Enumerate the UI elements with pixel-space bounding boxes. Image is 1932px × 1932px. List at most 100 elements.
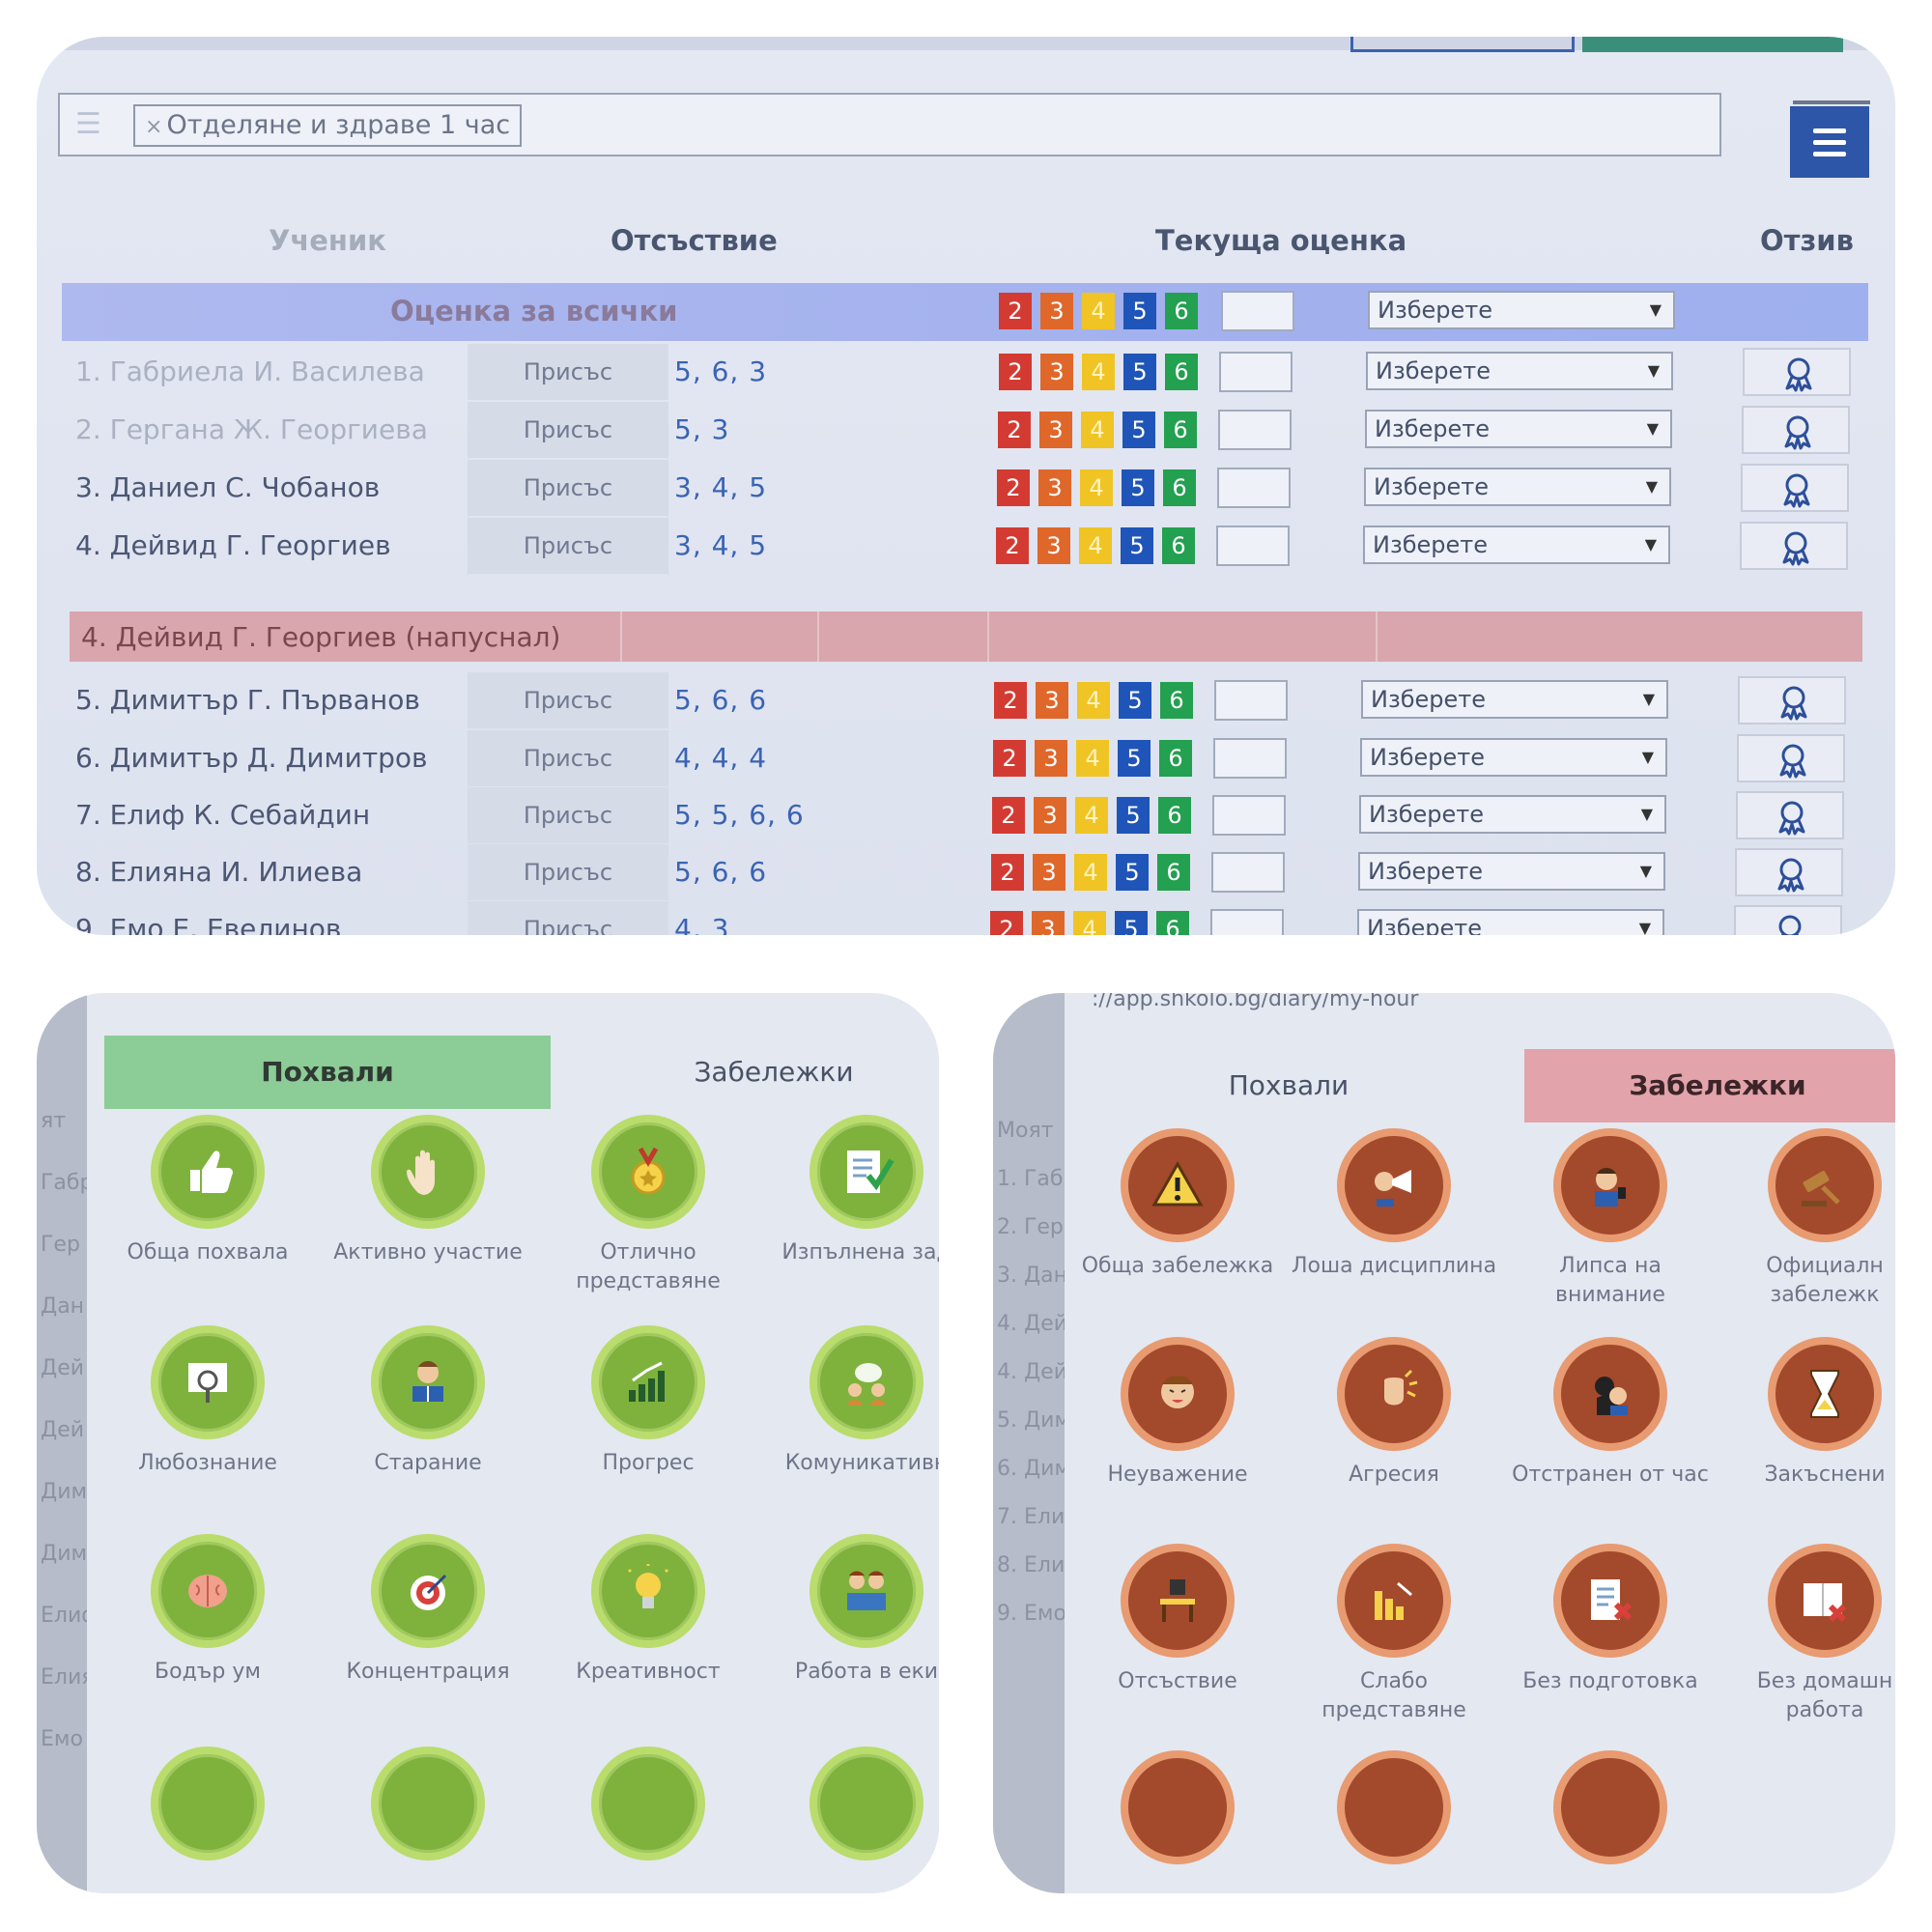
absence-toggle[interactable]: Присъс: [468, 460, 668, 516]
teamwork-badge[interactable]: Работа в еки: [795, 1534, 938, 1687]
absence-toggle[interactable]: Присъс: [468, 787, 668, 843]
save-button[interactable]: [1582, 37, 1843, 52]
badge-partial[interactable]: [365, 1747, 491, 1861]
fist-badge[interactable]: Агресия: [1331, 1337, 1457, 1490]
distracted-badge[interactable]: Липса на внимание: [1548, 1128, 1673, 1310]
decline-chart-badge[interactable]: Слабо представяне: [1321, 1544, 1466, 1725]
grade-input[interactable]: [1219, 352, 1293, 392]
grade-4-button[interactable]: 4: [1082, 354, 1115, 390]
grade-input[interactable]: [1218, 410, 1292, 450]
grade-3-button[interactable]: 3: [1032, 911, 1065, 935]
grade-5-button[interactable]: 5: [1119, 682, 1151, 719]
badge-partial[interactable]: [804, 1747, 929, 1861]
grade-5-button[interactable]: 5: [1121, 527, 1153, 564]
grade-5-button[interactable]: 5: [1122, 412, 1155, 448]
hourglass-badge[interactable]: Закъснени: [1762, 1337, 1888, 1490]
grade-5-button[interactable]: 5: [1122, 469, 1154, 506]
grade-4-button[interactable]: 4: [1075, 797, 1108, 834]
outline-button[interactable]: [1350, 37, 1575, 52]
grade-input[interactable]: [1221, 291, 1294, 331]
grade-2-button[interactable]: 2: [992, 797, 1025, 834]
grade-input[interactable]: [1216, 526, 1290, 566]
badge-partial[interactable]: [1115, 1750, 1240, 1864]
tab-praise[interactable]: Похвали: [104, 1036, 551, 1109]
absence-toggle[interactable]: Присъс: [468, 402, 668, 458]
grade-6-button[interactable]: 6: [1158, 797, 1191, 834]
grade-6-button[interactable]: 6: [1160, 682, 1193, 719]
removed-badge[interactable]: Отстранен от час: [1512, 1337, 1709, 1490]
grade-3-button[interactable]: 3: [1039, 412, 1072, 448]
empty-desk-badge[interactable]: Отсъствие: [1115, 1544, 1240, 1696]
grade-input[interactable]: [1213, 738, 1287, 779]
absence-toggle[interactable]: Присъс: [468, 672, 668, 728]
absence-toggle[interactable]: Присъс: [468, 344, 668, 400]
grade-4-button[interactable]: 4: [1077, 682, 1110, 719]
grade-6-button[interactable]: 6: [1165, 354, 1198, 390]
feedback-button[interactable]: [1734, 905, 1842, 935]
grade-4-button[interactable]: 4: [1076, 740, 1109, 777]
grade-type-select[interactable]: Изберете ▼: [1361, 680, 1668, 719]
grade-5-button[interactable]: 5: [1123, 293, 1156, 329]
lightbulb-badge[interactable]: Креативност: [576, 1534, 721, 1687]
badge-partial[interactable]: [145, 1747, 270, 1861]
grade-type-select[interactable]: Изберете ▼: [1360, 738, 1667, 777]
close-icon[interactable]: ×: [145, 115, 163, 139]
grade-type-select[interactable]: Изберете ▼: [1359, 795, 1666, 834]
student-reading-badge[interactable]: Старание: [365, 1325, 491, 1478]
tab-remarks[interactable]: Забележки: [1524, 1049, 1895, 1122]
tab-remarks[interactable]: Забележки: [694, 1056, 854, 1088]
grade-6-button[interactable]: 6: [1164, 412, 1197, 448]
grade-6-button[interactable]: 6: [1159, 740, 1192, 777]
grade-3-button[interactable]: 3: [1033, 854, 1065, 891]
feedback-button[interactable]: [1742, 406, 1850, 454]
grade-5-button[interactable]: 5: [1116, 854, 1149, 891]
grade-6-button[interactable]: 6: [1163, 469, 1196, 506]
grade-2-button[interactable]: 2: [998, 412, 1031, 448]
feedback-button[interactable]: [1743, 348, 1851, 396]
feedback-button[interactable]: [1737, 734, 1845, 782]
absence-toggle[interactable]: Присъс: [468, 518, 668, 574]
thumbs-up-badge[interactable]: Обща похвала: [128, 1115, 288, 1267]
grade-4-button[interactable]: 4: [1080, 469, 1113, 506]
grade-3-button[interactable]: 3: [1040, 293, 1073, 329]
no-homework-badge[interactable]: Без домашн работа: [1757, 1544, 1892, 1725]
medal-badge[interactable]: Отлично представяне: [576, 1115, 721, 1296]
grade-6-button[interactable]: 6: [1165, 293, 1198, 329]
grade-5-button[interactable]: 5: [1115, 911, 1148, 935]
absence-toggle[interactable]: Присъс: [468, 901, 668, 935]
grade-2-button[interactable]: 2: [994, 682, 1027, 719]
grade-input[interactable]: [1214, 680, 1288, 721]
grade-type-select[interactable]: Изберете ▼: [1366, 352, 1673, 390]
hand-badge[interactable]: Активно участие: [333, 1115, 523, 1267]
grade-4-button[interactable]: 4: [1081, 412, 1114, 448]
warning-badge[interactable]: Обща забележка: [1082, 1128, 1273, 1281]
grade-input[interactable]: [1210, 909, 1284, 935]
grade-input[interactable]: [1211, 852, 1285, 893]
grade-4-button[interactable]: 4: [1082, 293, 1115, 329]
grade-type-select[interactable]: Изберете ▼: [1357, 909, 1664, 935]
grade-5-button[interactable]: 5: [1117, 797, 1150, 834]
grade-input[interactable]: [1212, 795, 1286, 836]
filter-box[interactable]: ☰ × Отделяне и здраве 1 час: [58, 93, 1721, 156]
grade-type-select[interactable]: Изберете ▼: [1358, 852, 1665, 891]
grade-3-button[interactable]: 3: [1037, 527, 1070, 564]
feedback-button[interactable]: [1738, 676, 1846, 724]
target-badge[interactable]: Концентрация: [346, 1534, 510, 1687]
grade-6-button[interactable]: 6: [1157, 854, 1190, 891]
grade-type-select[interactable]: Изберете ▼: [1368, 291, 1675, 329]
grade-2-button[interactable]: 2: [993, 740, 1026, 777]
grade-2-button[interactable]: 2: [991, 854, 1024, 891]
feedback-button[interactable]: [1740, 522, 1848, 570]
badge-partial[interactable]: [1548, 1750, 1673, 1864]
filter-tag[interactable]: × Отделяне и здраве 1 час: [133, 104, 523, 147]
checklist-badge[interactable]: Изпълнена зад: [781, 1115, 939, 1267]
grade-3-button[interactable]: 3: [1036, 682, 1068, 719]
grade-type-select[interactable]: Изберете ▼: [1363, 526, 1670, 564]
grade-type-select[interactable]: Изберете ▼: [1364, 468, 1671, 506]
grade-type-select[interactable]: Изберете ▼: [1365, 410, 1672, 448]
megaphone-badge[interactable]: Лоша дисциплина: [1292, 1128, 1496, 1281]
grade-4-button[interactable]: 4: [1073, 911, 1106, 935]
grade-4-button[interactable]: 4: [1079, 527, 1112, 564]
disrespect-badge[interactable]: Неуважение: [1107, 1337, 1248, 1490]
magnifier-badge[interactable]: Любознание: [138, 1325, 277, 1478]
